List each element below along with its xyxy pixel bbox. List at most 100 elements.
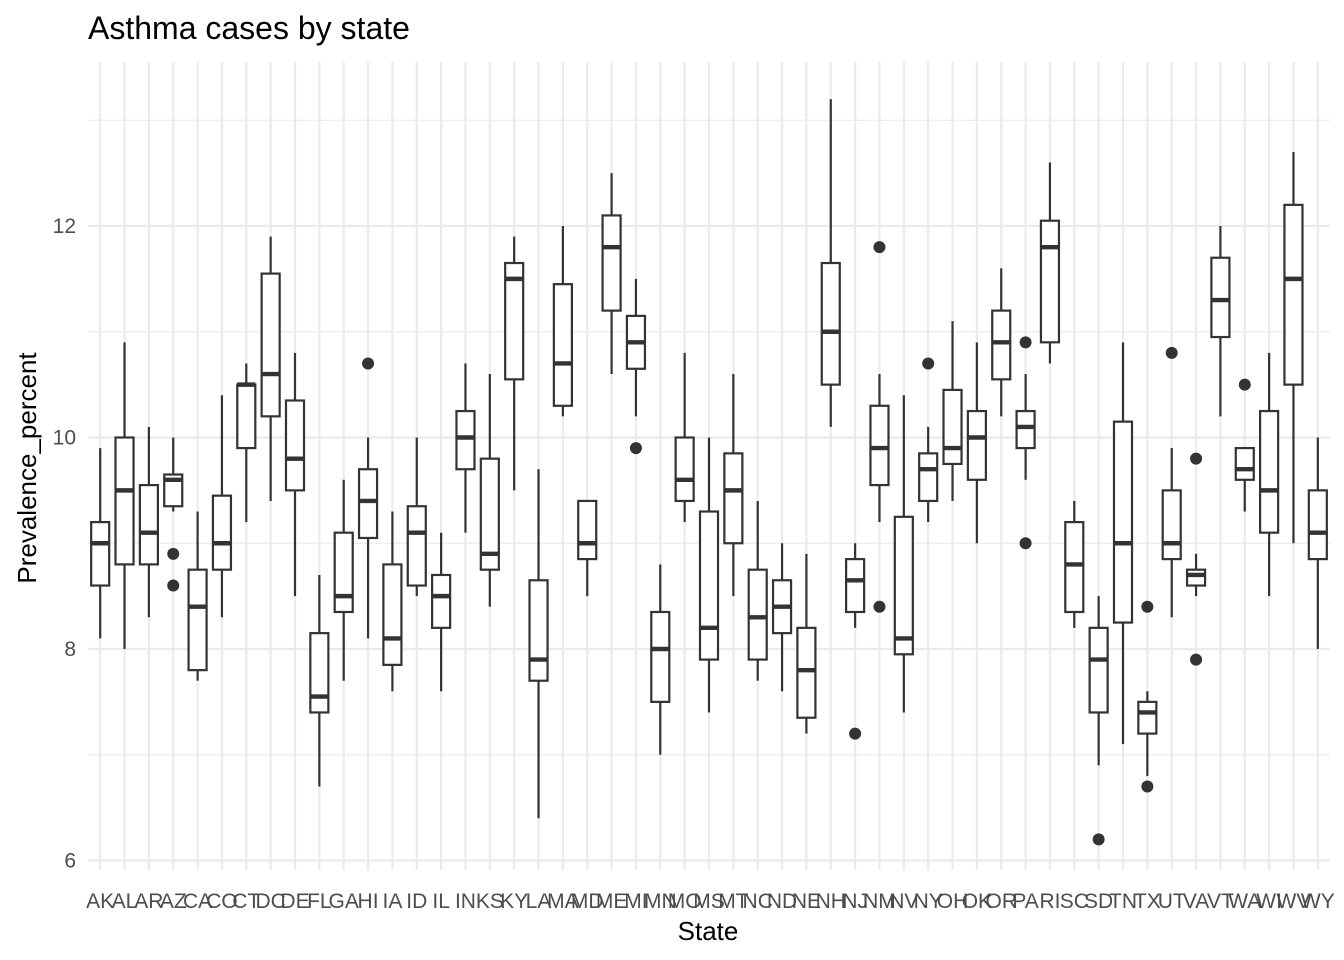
x-tick-label: NV [889,890,918,913]
box-ms [698,437,720,713]
x-tick-label: UT [1158,890,1186,913]
box-body [869,404,890,487]
box-body [820,261,841,386]
box-nh [820,99,841,427]
x-tick-label: OK [962,890,992,913]
box-nc [747,500,768,681]
x-tick-label: LA [526,890,552,913]
x-tick-label: MT [718,890,748,913]
outlier-point [873,600,886,613]
x-tick-label: DC [255,890,285,913]
box-hi [357,357,379,639]
box-body [504,261,525,381]
box-body [577,499,598,561]
box-body [333,531,354,614]
x-tick-label: NJ [842,890,868,913]
x-tick-label: CT [232,890,260,913]
box-body [211,494,233,571]
box-nj [845,543,866,740]
x-tick-label: CO [206,890,238,913]
box-vt [1210,226,1231,417]
box-body [796,626,817,719]
x-tick-label: IL [432,890,450,913]
box-ky [504,236,525,491]
box-body [1015,409,1036,450]
box-mo [674,352,695,523]
box-or [991,268,1012,417]
box-al [114,342,135,649]
x-tick-label: GA [329,890,359,913]
x-tick-label: HI [358,890,379,913]
box-ar [138,426,159,618]
box-body [163,473,184,508]
x-tick-label: IA [382,890,402,913]
box-body [1283,203,1304,386]
box-body [357,468,379,540]
outlier-point [1190,452,1203,465]
box-ne [796,553,817,734]
outlier-point [1019,537,1032,550]
box-wv [1283,151,1304,544]
box-mi [625,278,647,455]
box-nd [771,543,793,692]
outlier-point [1141,780,1154,793]
outlier-point [849,727,862,740]
x-tick-label: VA [1183,890,1209,913]
box-body [406,505,427,587]
box-nm [869,241,890,613]
chart-title: Asthma cases by state [88,10,410,46]
y-tick-label: 8 [64,638,76,661]
outlier-point [1190,653,1203,666]
box-wi [1259,352,1280,597]
box-fl [309,574,330,787]
x-tick-label: IN [455,890,476,913]
box-md [577,499,598,597]
box-body [187,568,208,672]
x-tick-label: ND [767,890,797,913]
x-tick-label: SC [1060,890,1089,913]
outlier-point [629,442,642,455]
x-tick-label: WV [1277,890,1311,913]
box-body [893,515,914,656]
box-body [650,610,671,703]
x-tick-label: NH [816,890,846,913]
box-body [1088,626,1109,714]
box-ny [918,357,939,523]
box-body [138,483,159,566]
box-body [1185,568,1207,587]
x-tick-label: NY [914,890,943,913]
x-tick-label: AR [134,890,163,913]
box-body [918,452,939,503]
box-ca [187,511,208,681]
box-de [284,352,306,597]
box-oh [942,321,963,501]
x-tick-label: AK [86,890,114,913]
box-ma [552,226,573,417]
box-ks [479,374,500,607]
box-body [1210,256,1231,339]
box-az [163,437,184,592]
box-mt [723,374,744,597]
box-body [1234,446,1255,481]
y-axis-label: Prevalence_percent [12,352,42,584]
x-tick-label: ME [596,890,628,913]
box-pa [1015,336,1036,550]
box-body [1161,489,1182,561]
x-tick-label: CA [183,890,212,913]
outlier-point [1141,600,1154,613]
box-body [552,283,573,407]
box-co [211,395,233,618]
x-tick-label: MA [547,890,579,913]
x-tick-label: SD [1084,890,1113,913]
x-tick-label: ID [406,890,427,913]
outlier-point [1238,378,1251,391]
outlier-point [362,357,375,370]
box-wa [1234,378,1255,512]
x-tick-label: DE [280,890,309,913]
x-tick-label: MN [644,890,677,913]
x-tick-label: OH [937,890,969,913]
box-body [1307,489,1328,561]
box-body [942,388,963,466]
